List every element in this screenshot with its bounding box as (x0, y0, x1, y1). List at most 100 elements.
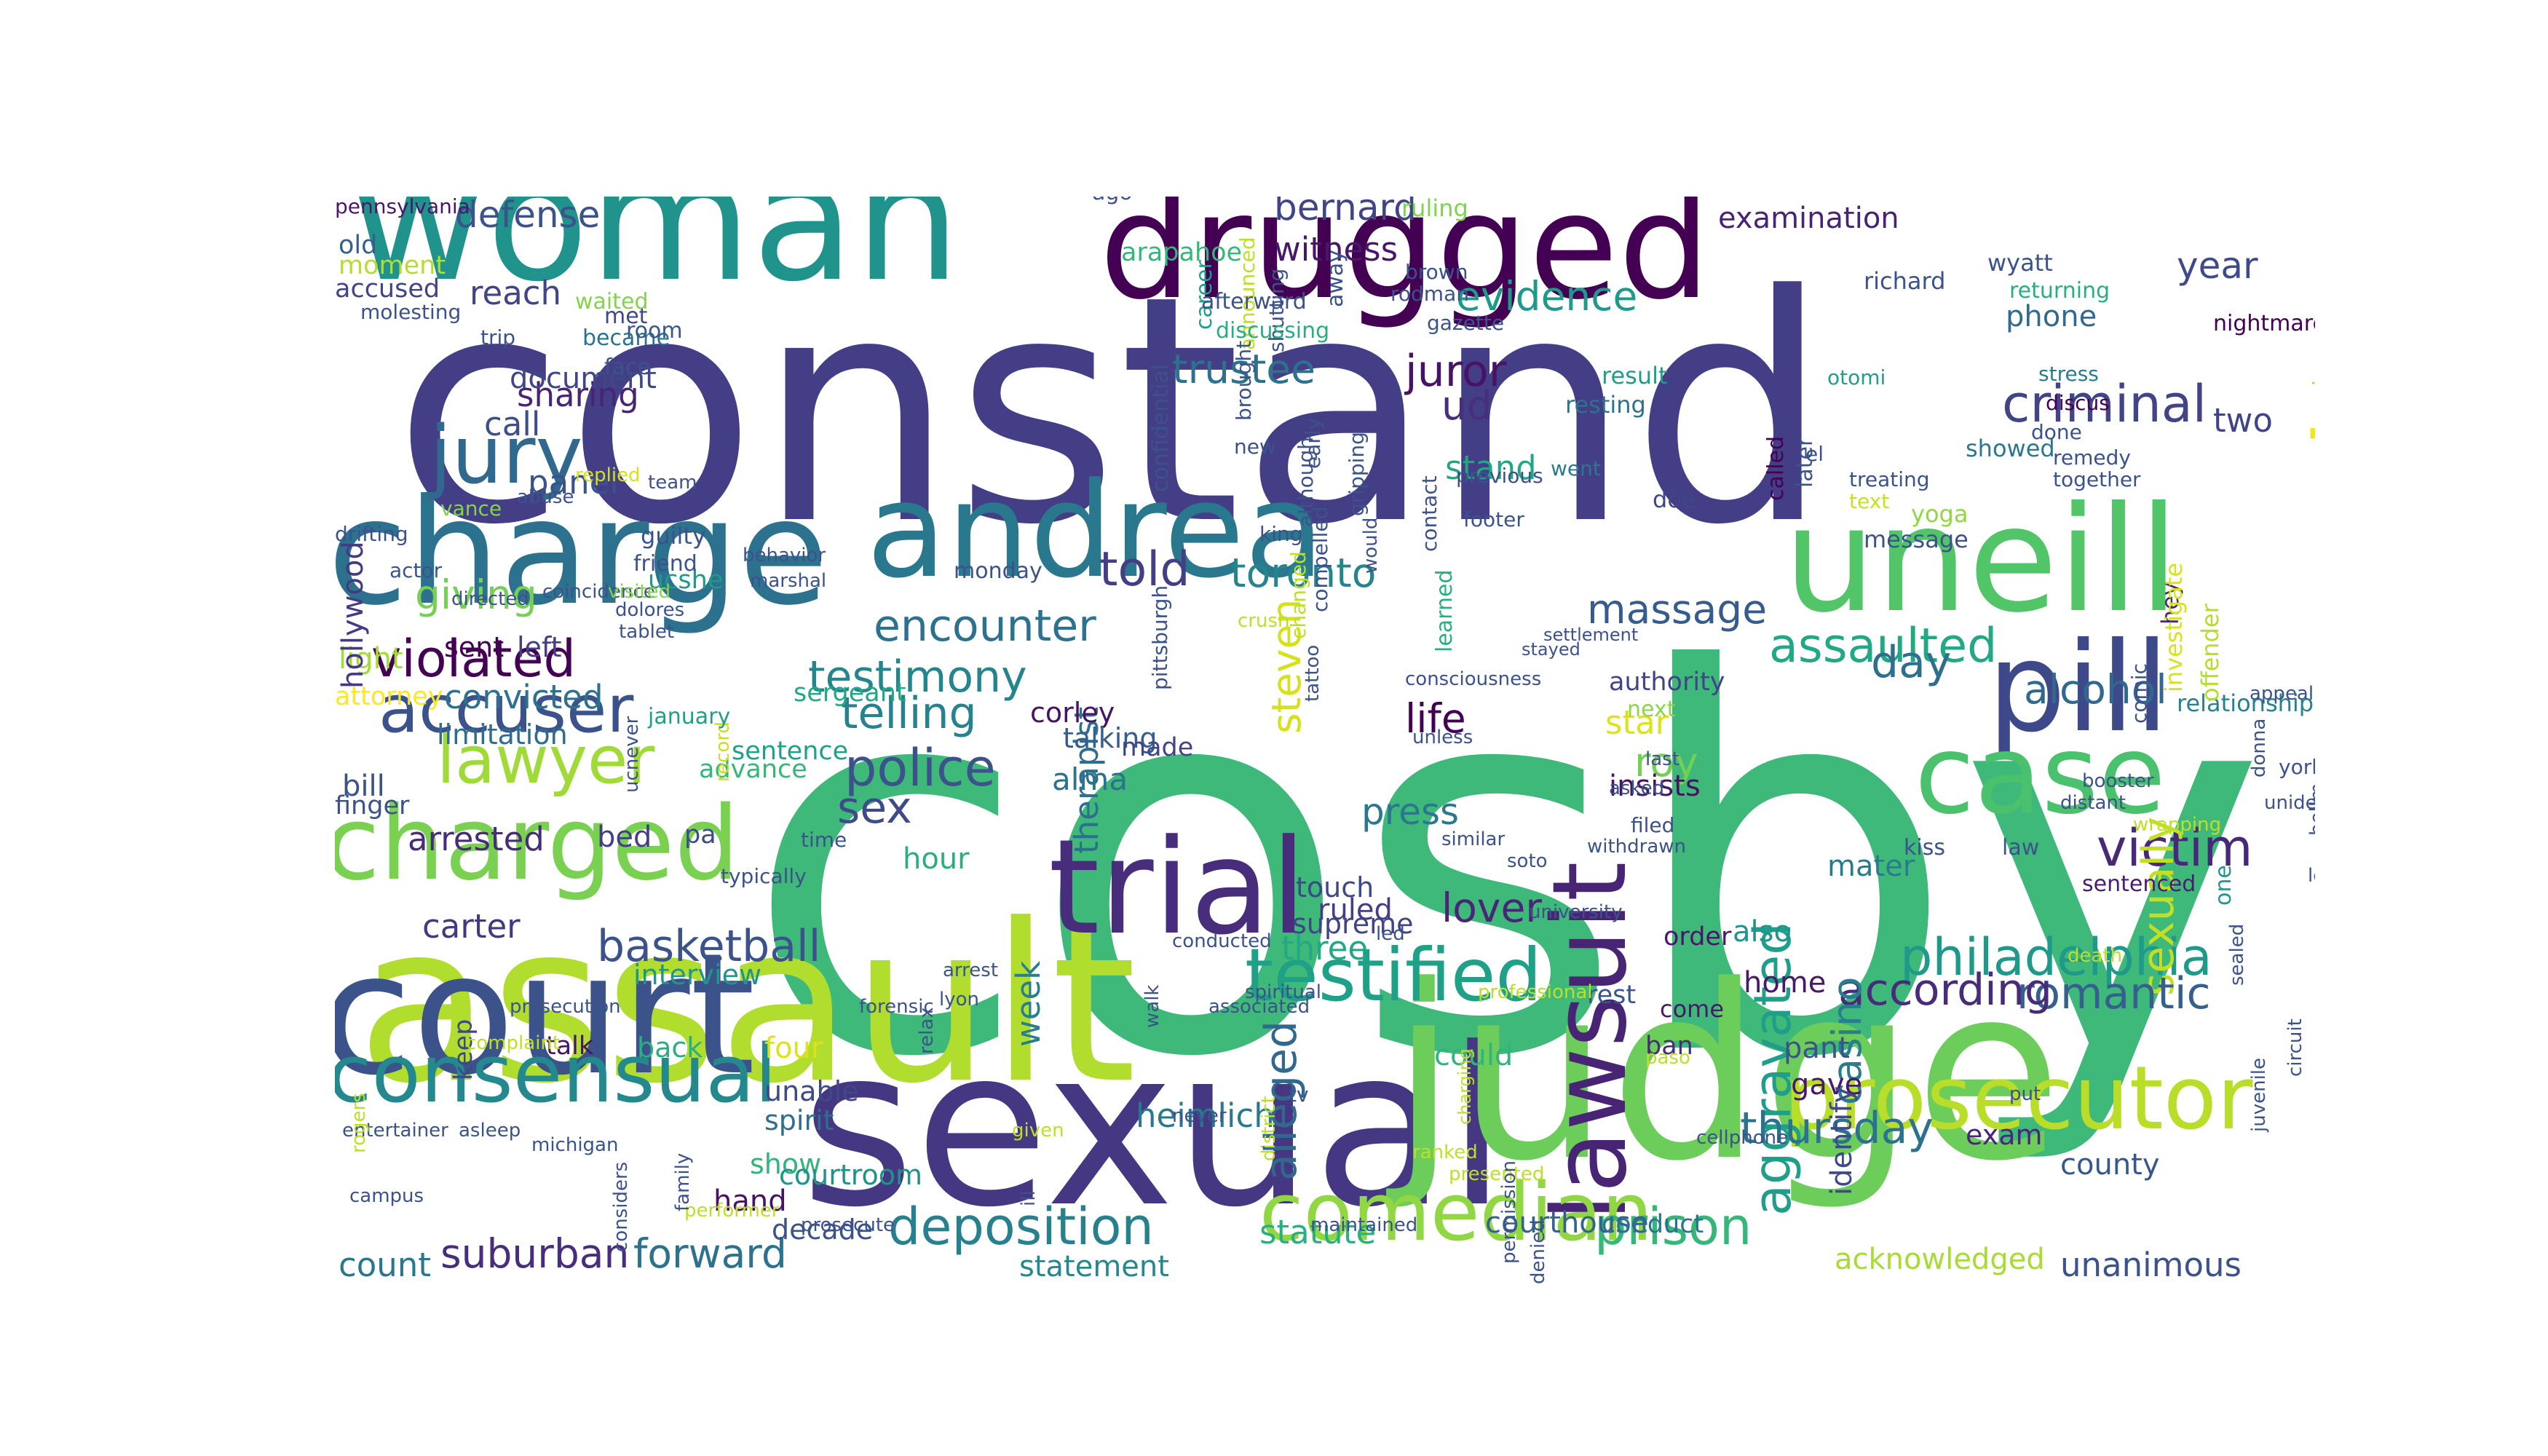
word-consciousness: consciousness (1405, 668, 1542, 690)
word-juvenile: juvenile (2248, 1057, 2270, 1132)
word-hand: hand (713, 1184, 787, 1218)
word-spirit: spirit (764, 1104, 834, 1136)
word-lyon: lyon (939, 989, 979, 1010)
word-led: led (1376, 923, 1405, 945)
word-tv: tv (1289, 1083, 1309, 1107)
word-previous: previous (1456, 464, 1543, 488)
word-university: university (1529, 901, 1623, 923)
word-new: new (1234, 435, 1276, 459)
word-tattoo: tattoo (1302, 644, 1324, 702)
word-together: together (2053, 467, 2141, 491)
word-corley: corley (1030, 697, 1115, 729)
word-order: order (1663, 922, 1732, 951)
word-performer: performer (684, 1200, 780, 1222)
word-one: one (2211, 865, 2236, 906)
word-would: would (1360, 517, 1382, 574)
word-guilty: guilty (641, 522, 706, 550)
word-booster: booster (2082, 770, 2154, 792)
word-met: met (604, 304, 648, 329)
word-talk: talk (546, 1032, 594, 1061)
word-violated: violated (371, 629, 576, 689)
word-resting: resting (1565, 391, 1646, 419)
word-ruled: ruled (1318, 893, 1393, 927)
word-discus: discus (2046, 391, 2110, 415)
word-trip: trip (480, 325, 516, 349)
word-deposition: deposition (888, 1197, 1154, 1257)
word-yoga: yoga (1911, 500, 1969, 528)
word-afterward: afterward (1201, 289, 1307, 314)
word-unidentified: unidentified (2264, 792, 2315, 814)
word-phone: phone (2006, 300, 2097, 333)
word-contact: contact (1417, 475, 1441, 552)
word-directed: directed (451, 588, 529, 610)
word-lease: lease (2308, 865, 2315, 887)
word-telling: telling (841, 688, 977, 739)
word-record: record (712, 721, 734, 782)
word-star: star (1605, 703, 1669, 742)
word-wyatt: wyatt (1987, 249, 2053, 277)
word-spiritual: spiritual (1245, 981, 1322, 1003)
word-associated: associated (1208, 996, 1310, 1018)
word-professional: professional (1478, 981, 1593, 1003)
word-bernard: bernard (1274, 197, 1417, 229)
word-assaulted: assaulted (1769, 619, 1998, 673)
word-courthouse: courthouse (1485, 1206, 1649, 1240)
word-appeal: appeal (2250, 683, 2314, 705)
word-pant: pant (1784, 1032, 1850, 1065)
word-ban: ban (1645, 1032, 1693, 1061)
word-learned: learned (1432, 569, 1457, 653)
word-alcohol: alcohol (2024, 666, 2167, 713)
word-paso: paso (1645, 1047, 1690, 1069)
word-discussing: discussing (1216, 318, 1330, 344)
word-charge: charge (335, 468, 828, 638)
word-drugged: drugged (1099, 197, 1711, 332)
word-hour: hour (903, 842, 970, 876)
word-moment: moment (339, 251, 446, 280)
word-ill: ill (1018, 1190, 1040, 1206)
word-el: el (1805, 442, 1824, 466)
word-considers: considers (610, 1162, 632, 1253)
word-juror: juror (1405, 346, 1507, 397)
word-light: light (339, 642, 403, 676)
word-cellphone: cellphone (1696, 1127, 1789, 1149)
word-panel: panel (528, 463, 619, 502)
word-waited: waited (575, 289, 649, 314)
word-withdrawn: withdrawn (1587, 836, 1687, 858)
word-offender: offender (2196, 603, 2224, 702)
word-asked: asked (1609, 778, 1665, 799)
word-returning: returning (2009, 278, 2110, 304)
word-philadelphia: philadelphia (1900, 927, 2212, 987)
word-two: two (2213, 401, 2273, 440)
word-confidential: confidential (1148, 363, 1174, 492)
word-text: text (1849, 489, 1890, 513)
word-filed: filed (1631, 813, 1675, 837)
word-authority: authority (1609, 668, 1725, 697)
word-coincidence: coincidence (542, 581, 655, 603)
word-toronto: toronto (1230, 550, 1377, 596)
word-ago: ago (1092, 197, 1133, 204)
word-woman: woman (349, 197, 961, 319)
word-supreme: supreme (1292, 908, 1414, 940)
word-insists: insists (1609, 769, 1701, 803)
word-according: according (1838, 965, 2052, 1016)
word-monday: monday (954, 558, 1042, 584)
word-statute: statute (1259, 1213, 1377, 1251)
word-sentence: sentence (732, 737, 849, 766)
word-forensic: forensic (859, 996, 934, 1018)
word-criminal: criminal (2002, 374, 2207, 434)
word-evidence: evidence (1456, 273, 1638, 320)
word-asleep: asleep (459, 1120, 521, 1142)
word-jury: jury (430, 408, 583, 502)
word-finger: finger (335, 791, 410, 820)
word-county: county (2060, 1148, 2160, 1182)
word-testimony: testimony (808, 652, 1027, 703)
word-case: case (1915, 712, 2166, 839)
word-identify: identify (1825, 1085, 1859, 1195)
word-old: old (339, 231, 378, 260)
word-unable: unable (764, 1075, 859, 1107)
word-family: family (672, 1152, 694, 1211)
word-footer: footer (1463, 507, 1524, 531)
word-never: never (1172, 1105, 1227, 1127)
word-limitation: limitation (437, 719, 568, 751)
word-comedian: comedian (1259, 1166, 1653, 1259)
